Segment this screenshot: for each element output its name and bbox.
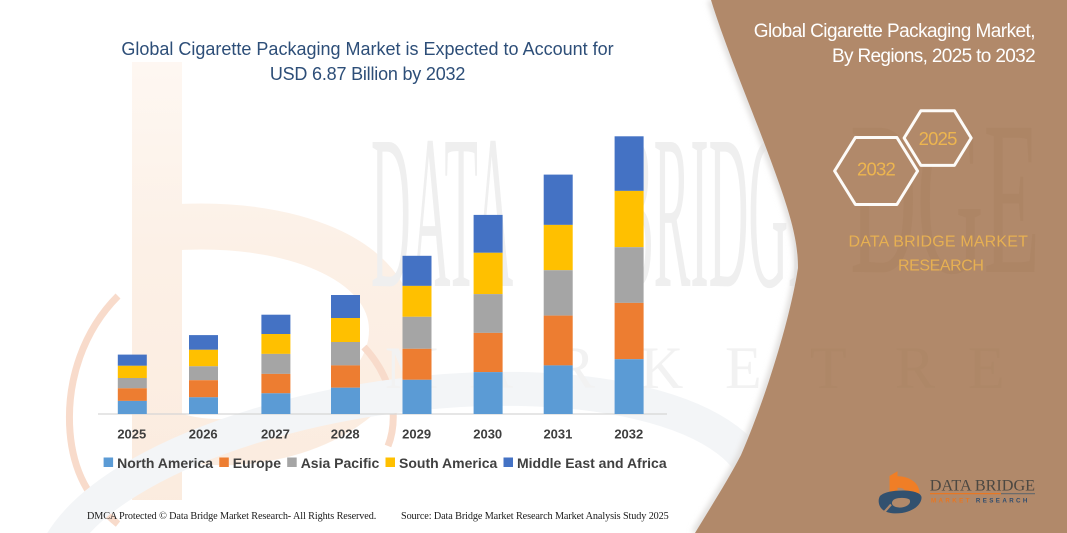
svg-text:DATA BRIDGE MARKET: DATA BRIDGE MARKET [849, 234, 1029, 251]
svg-text:2025: 2025 [117, 426, 146, 441]
svg-text:By Regions, 2025 to 2032: By Regions, 2025 to 2032 [832, 46, 1035, 67]
svg-text:2026: 2026 [189, 426, 218, 441]
svg-text:South America: South America [399, 455, 497, 471]
svg-text:2031: 2031 [543, 426, 572, 441]
svg-text:RESEARCH: RESEARCH [898, 257, 984, 274]
svg-text:2030: 2030 [473, 426, 502, 441]
svg-text:Global Cigarette Packaging Mar: Global Cigarette Packaging Market, [754, 21, 1035, 42]
svg-text:Global Cigarette Packaging Mar: Global Cigarette Packaging Market is Exp… [121, 39, 613, 59]
svg-text:2027: 2027 [261, 426, 290, 441]
svg-text:Middle East and Africa: Middle East and Africa [517, 455, 667, 471]
svg-text:K: K [640, 335, 683, 401]
svg-text:2025: 2025 [919, 128, 957, 149]
svg-text:T: T [810, 335, 847, 401]
svg-text:E: E [725, 335, 762, 401]
svg-text:2029: 2029 [402, 426, 431, 441]
svg-text:DATA BRIDGE: DATA BRIDGE [930, 476, 1035, 494]
svg-text:E: E [968, 335, 1005, 401]
svg-text:North America: North America [117, 455, 213, 471]
svg-text:2032: 2032 [857, 159, 895, 180]
svg-text:Source: Data Bridge Market Res: Source: Data Bridge Market Research Mark… [401, 511, 669, 522]
svg-text:Asia Pacific: Asia Pacific [301, 455, 380, 471]
svg-text:2032: 2032 [614, 426, 643, 441]
svg-text:DMCA Protected © Data Bridge M: DMCA Protected © Data Bridge Market Rese… [87, 511, 376, 522]
svg-text:2028: 2028 [331, 426, 360, 441]
svg-text:Europe: Europe [233, 455, 281, 471]
svg-text:R: R [895, 335, 935, 401]
svg-text:USD 6.87 Billion by 2032: USD 6.87 Billion by 2032 [270, 64, 466, 84]
